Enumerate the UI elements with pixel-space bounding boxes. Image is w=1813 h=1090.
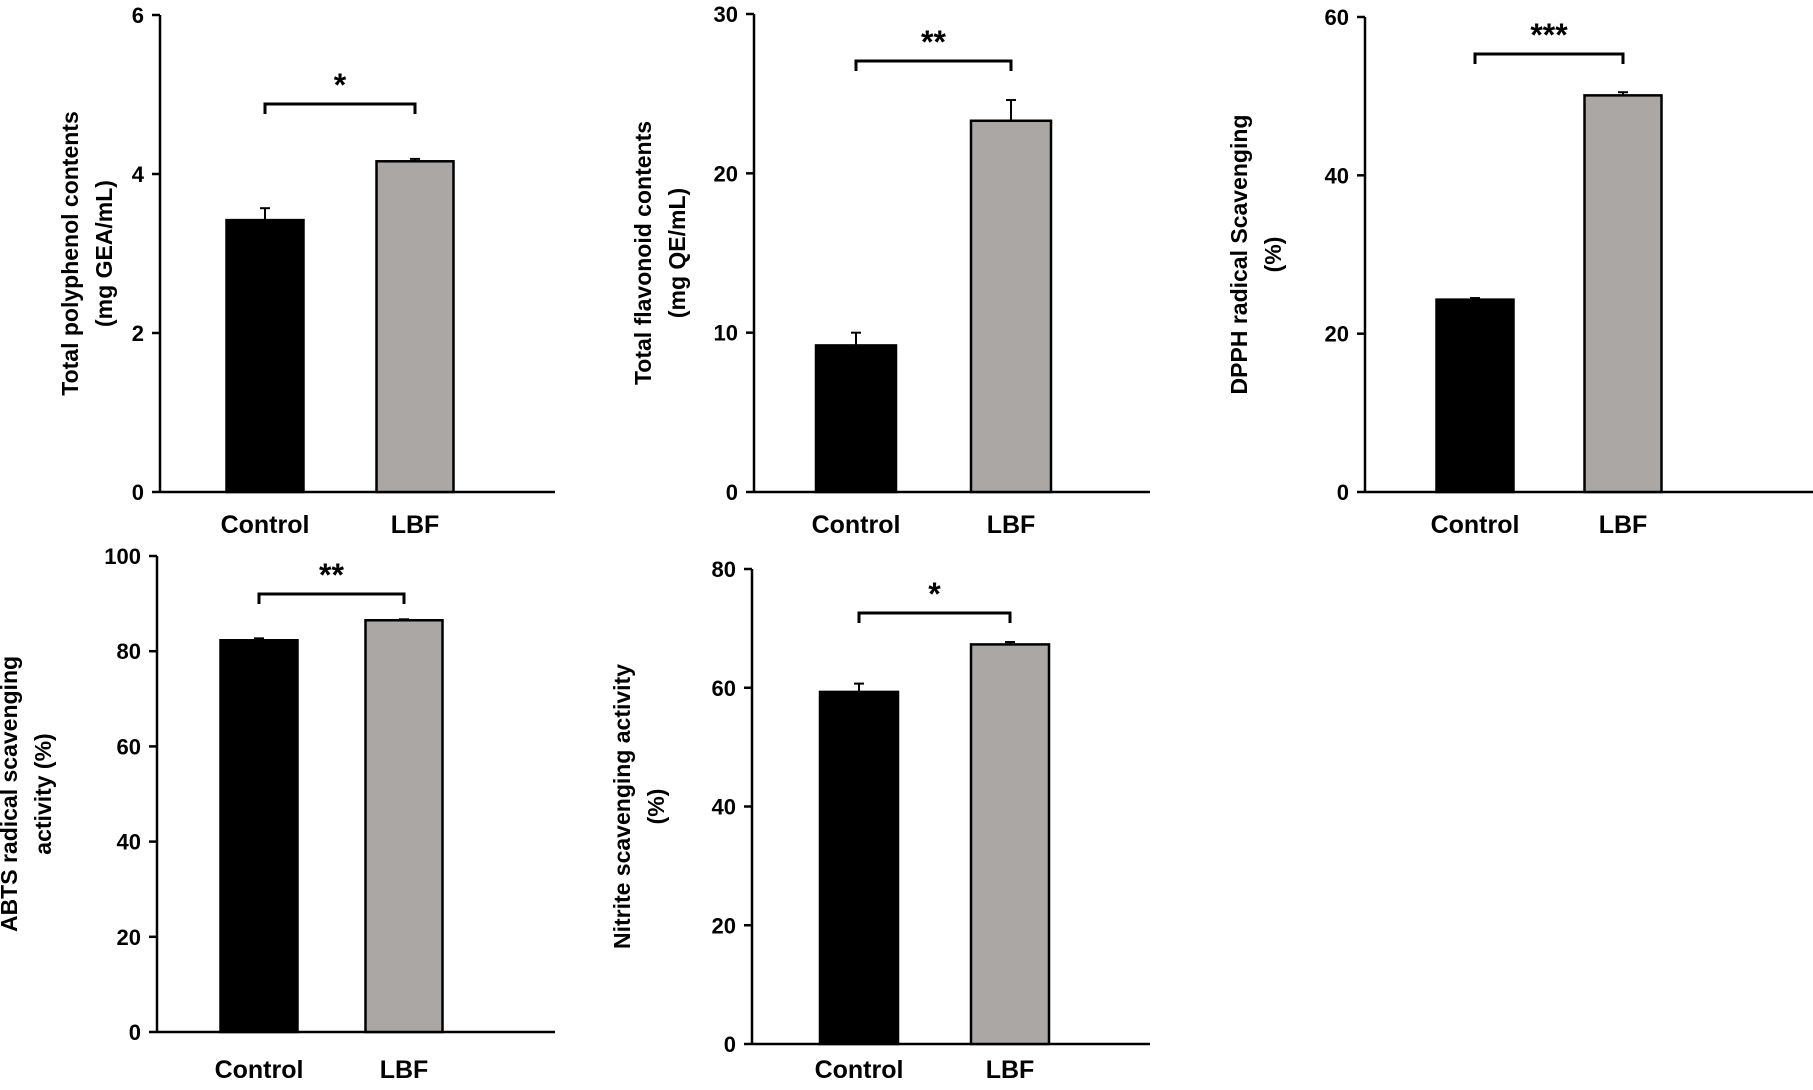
panel-4-significance-bracket <box>257 592 406 604</box>
panel-5-y-tick-label: 20 <box>712 913 736 938</box>
panel-3-y-tick-label: 20 <box>1325 322 1349 347</box>
panel-4-y-tick-label: 20 <box>117 925 141 950</box>
panel-5-y-tick-label: 80 <box>712 557 736 582</box>
panel-2-category-label: LBF <box>987 511 1036 539</box>
panel-4-y-tick-label: 100 <box>104 544 141 569</box>
panel-3-y-tick-label: 60 <box>1325 5 1349 30</box>
panel-4-y-tick-label: 60 <box>117 734 141 759</box>
panel-3-category-label: LBF <box>1599 511 1648 539</box>
panel-3-significance-bracket <box>1473 52 1625 64</box>
panel-4-bar-lbf <box>364 619 444 1034</box>
panel-1-y-tick-label: 4 <box>132 162 145 187</box>
panel-5-y-axis-label-line-2: (%) <box>643 789 669 825</box>
panel-1-y-tick-label: 2 <box>132 321 144 346</box>
panel-4-y-axis-label-line-1: ABTS radical scavenging <box>0 656 22 932</box>
panel-4-y-axis-label-line-2: activity (%) <box>30 733 56 854</box>
panel-3-bar-control <box>1435 298 1515 494</box>
panel-3-bar-lbf <box>1583 94 1663 494</box>
panel-3-y-tick-label: 40 <box>1325 163 1349 188</box>
panel-1-y-tick-label: 6 <box>132 3 144 28</box>
panel-5-significance-bracket <box>857 611 1012 623</box>
panel-4-category-label: LBF <box>380 1056 429 1084</box>
panel-3-y-axis-label-line-2: (%) <box>1260 237 1286 273</box>
panel-2-y-tick-label: 20 <box>714 161 738 186</box>
panel-5-y-tick-label: 60 <box>712 676 736 701</box>
panel-5-category-label: LBF <box>986 1056 1035 1084</box>
panel-2-category-label: Control <box>812 511 901 539</box>
panel-5-bar-control <box>818 690 900 1046</box>
panel-4-bar-control <box>219 639 299 1034</box>
panel-2-y-tick-label: 0 <box>726 480 738 505</box>
panel-5-y-tick-label: 40 <box>712 795 736 820</box>
panel-5-bar-lbf <box>969 643 1051 1046</box>
panel-1-y-axis-label-line-2: (mg GEA/mL) <box>91 180 117 327</box>
panel-1-significance-marker: * <box>334 67 347 103</box>
panel-4-category-label: Control <box>215 1056 304 1084</box>
panel-5-y-tick-label: 0 <box>724 1032 736 1057</box>
panel-4-y-tick-label: 0 <box>129 1020 141 1045</box>
panel-4-significance-marker: ** <box>319 557 344 593</box>
panel-1-y-axis-label-line-1: Total polyphenol contents <box>57 111 83 396</box>
panel-2-bar-control <box>814 344 898 494</box>
panel-4-y-tick-label: 80 <box>117 639 141 664</box>
panel-1-y-tick-label: 0 <box>132 480 144 505</box>
panel-1-significance-bracket <box>263 102 417 114</box>
panel-5-y-axis-label-line-1: Nitrite scavenging activity <box>609 664 635 949</box>
panel-3-significance-marker: *** <box>1530 17 1568 53</box>
panel-2-bar-lbf <box>969 119 1053 494</box>
panel-2-y-axis-label-line-1: Total flavonoid contents <box>630 121 656 385</box>
panel-3-y-axis-label-line-1: DPPH radical Scavenging <box>1226 115 1252 395</box>
panel-4-y-tick-label: 40 <box>117 830 141 855</box>
panel-1-bar-lbf <box>375 160 455 494</box>
panel-1-bar-control <box>225 218 305 494</box>
panel-2-y-tick-label: 30 <box>714 2 738 27</box>
panel-2-significance-bracket <box>854 59 1013 71</box>
panel-5-significance-marker: * <box>928 576 941 612</box>
panel-1-category-label: LBF <box>391 511 440 539</box>
panel-1-category-label: Control <box>221 511 310 539</box>
panel-3-category-label: Control <box>1431 511 1520 539</box>
panel-2-significance-marker: ** <box>921 24 946 60</box>
panel-3-y-tick-label: 0 <box>1337 480 1349 505</box>
panel-2-y-tick-label: 10 <box>714 321 738 346</box>
panel-2-y-axis-label-line-2: (mg QE/mL) <box>664 188 690 318</box>
panel-5-category-label: Control <box>815 1056 904 1084</box>
